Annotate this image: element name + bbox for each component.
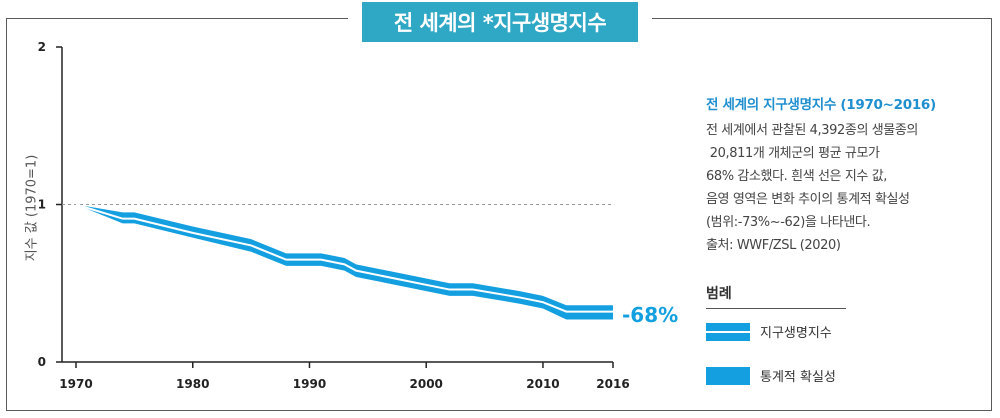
change-annotation: -68% [622, 303, 678, 327]
panel-line: 출처: WWF/ZSL (2020) [706, 238, 841, 253]
y-tick-label: 1 [38, 198, 46, 212]
uncertainty-band [76, 204, 613, 320]
x-tick-label: 2000 [410, 377, 443, 391]
legend-label: 지구생명지수 [760, 326, 832, 341]
legend-heading: 범례 [706, 286, 732, 302]
x-tick-label: 2016 [596, 377, 629, 391]
x-tick-label: 1970 [59, 377, 92, 391]
x-tick-label: 2010 [526, 377, 559, 391]
panel-line: (범위:-73%~-62)을 나타낸다. [706, 215, 871, 230]
panel-description: 전 세계에서 관찰된 4,392종의 생물종의 20,811개 개체군의 평균 … [706, 119, 976, 257]
legend-item-index: 지구생명지수 [706, 322, 832, 341]
x-tick-label: 1990 [293, 377, 326, 391]
x-tick-label: 1980 [176, 377, 209, 391]
panel-line: 68% 감소했다. 흰색 선은 지수 값, [706, 169, 887, 184]
legend-item-uncertainty: 통계적 확실성 [706, 366, 836, 385]
page-title: 전 세계의 *지구생명지수 [362, 2, 638, 42]
info-panel: 전 세계의 지구생명지수 (1970~2016) 전 세계에서 관찰된 4,39… [706, 93, 976, 257]
legend-divider [706, 308, 846, 309]
axes [56, 46, 614, 368]
panel-line: 20,811개 개체군의 평균 규모가 [706, 146, 880, 161]
chart-marks [75, 203, 613, 320]
uncertainty-area-swatch [706, 366, 750, 385]
y-tick-label: 2 [38, 40, 46, 54]
panel-line: 음영 영역은 변화 추이의 통계적 확실성 [706, 192, 910, 207]
legend-label: 통계적 확실성 [760, 370, 836, 385]
index-line-swatch [706, 322, 750, 341]
panel-title: 전 세계의 지구생명지수 (1970~2016) [706, 97, 936, 113]
panel-line: 전 세계에서 관찰된 4,392종의 생물종의 [706, 123, 918, 138]
tick-labels: 0 1 2 1970 1980 1990 2000 2010 2016 [38, 40, 630, 391]
y-tick-label: 0 [38, 355, 46, 369]
index-line [75, 203, 613, 313]
